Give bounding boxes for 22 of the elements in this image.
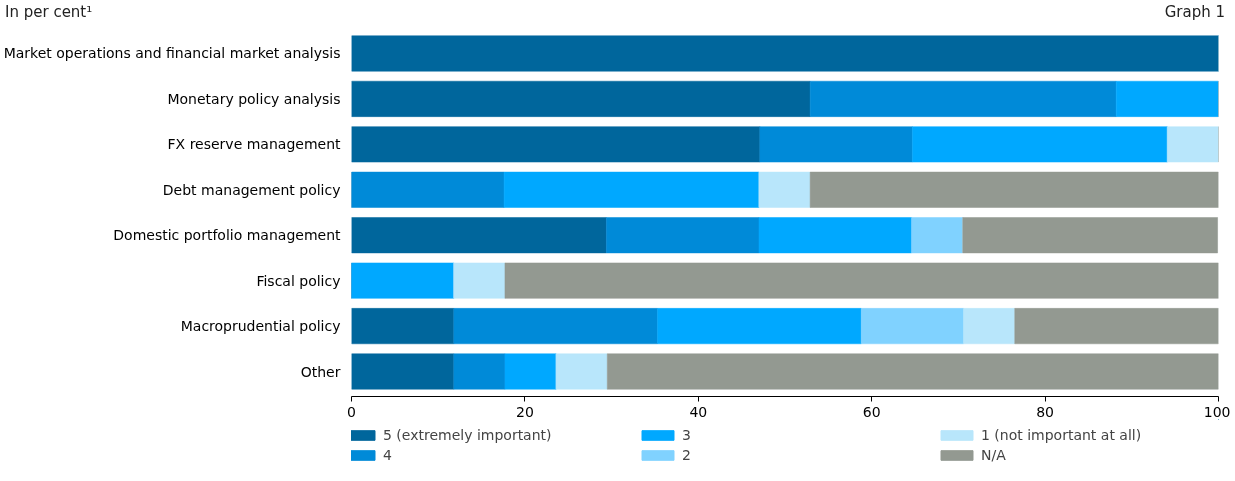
- y-tick-label: Fiscal policy: [256, 272, 341, 289]
- x-tick-label: 80: [1036, 403, 1055, 420]
- y-tick-label: Market operations and financial market analysis: [3, 45, 341, 62]
- y-tick-label: Domestic portfolio management: [113, 227, 342, 244]
- x-tick-label: 20: [515, 403, 534, 420]
- y-tick-label: Debt management policy: [162, 181, 341, 198]
- x-tick-label: 40: [689, 403, 708, 420]
- legend-label: 4: [383, 447, 393, 463]
- y-tick-label: FX reserve management: [167, 136, 342, 153]
- y-tick-label: Macroprudential policy: [180, 318, 341, 335]
- legend-label: N/A: [981, 447, 1007, 463]
- legend-label: 1 (not important at all): [981, 427, 1143, 443]
- y-tick-label: Monetary policy analysis: [167, 90, 341, 107]
- legend-label: 5 (extremely important): [383, 427, 553, 443]
- legend-label: 3: [682, 427, 692, 443]
- x-tick-label: 0: [347, 403, 356, 420]
- x-tick-label: 60: [862, 403, 881, 420]
- y-tick-label: Other: [300, 363, 341, 380]
- text: In per cent¹: [5, 2, 93, 23]
- caption: Graph 1: [1164, 2, 1225, 23]
- x-tick-label: 100: [1203, 403, 1231, 420]
- legend-label: 2: [682, 447, 692, 463]
